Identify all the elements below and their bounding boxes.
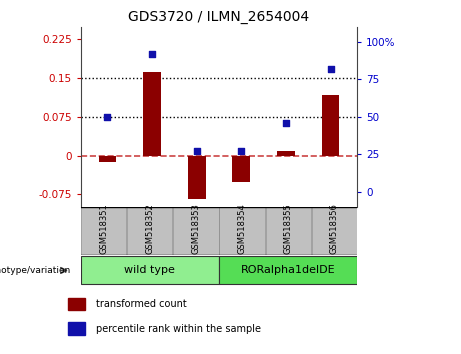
Bar xyxy=(312,207,357,255)
Text: wild type: wild type xyxy=(124,265,175,275)
Point xyxy=(237,149,245,154)
Text: GSM518354: GSM518354 xyxy=(237,203,247,254)
Text: GSM518353: GSM518353 xyxy=(191,203,201,254)
Bar xyxy=(173,207,219,255)
Text: transformed count: transformed count xyxy=(95,299,186,309)
Bar xyxy=(68,298,85,310)
Point xyxy=(148,51,156,57)
Title: GDS3720 / ILMN_2654004: GDS3720 / ILMN_2654004 xyxy=(129,10,309,24)
Bar xyxy=(188,155,206,199)
Bar xyxy=(219,207,265,255)
Text: GSM518352: GSM518352 xyxy=(145,203,154,254)
Bar xyxy=(81,207,126,255)
Bar xyxy=(266,207,311,255)
Text: percentile rank within the sample: percentile rank within the sample xyxy=(95,324,260,333)
Bar xyxy=(127,207,172,255)
Text: GSM518351: GSM518351 xyxy=(99,203,108,254)
Bar xyxy=(81,256,219,285)
Bar xyxy=(219,256,357,285)
Text: RORalpha1delDE: RORalpha1delDE xyxy=(241,265,336,275)
Point xyxy=(282,120,290,126)
Bar xyxy=(68,322,85,335)
Bar xyxy=(143,72,161,155)
Point xyxy=(193,149,201,154)
Bar xyxy=(322,95,339,155)
Bar xyxy=(99,155,116,162)
Text: GSM518356: GSM518356 xyxy=(330,203,339,254)
Text: GSM518355: GSM518355 xyxy=(284,203,293,254)
Bar xyxy=(277,152,295,155)
Bar xyxy=(232,155,250,182)
Text: genotype/variation: genotype/variation xyxy=(0,266,71,275)
Point xyxy=(327,66,334,72)
Point xyxy=(104,114,111,120)
